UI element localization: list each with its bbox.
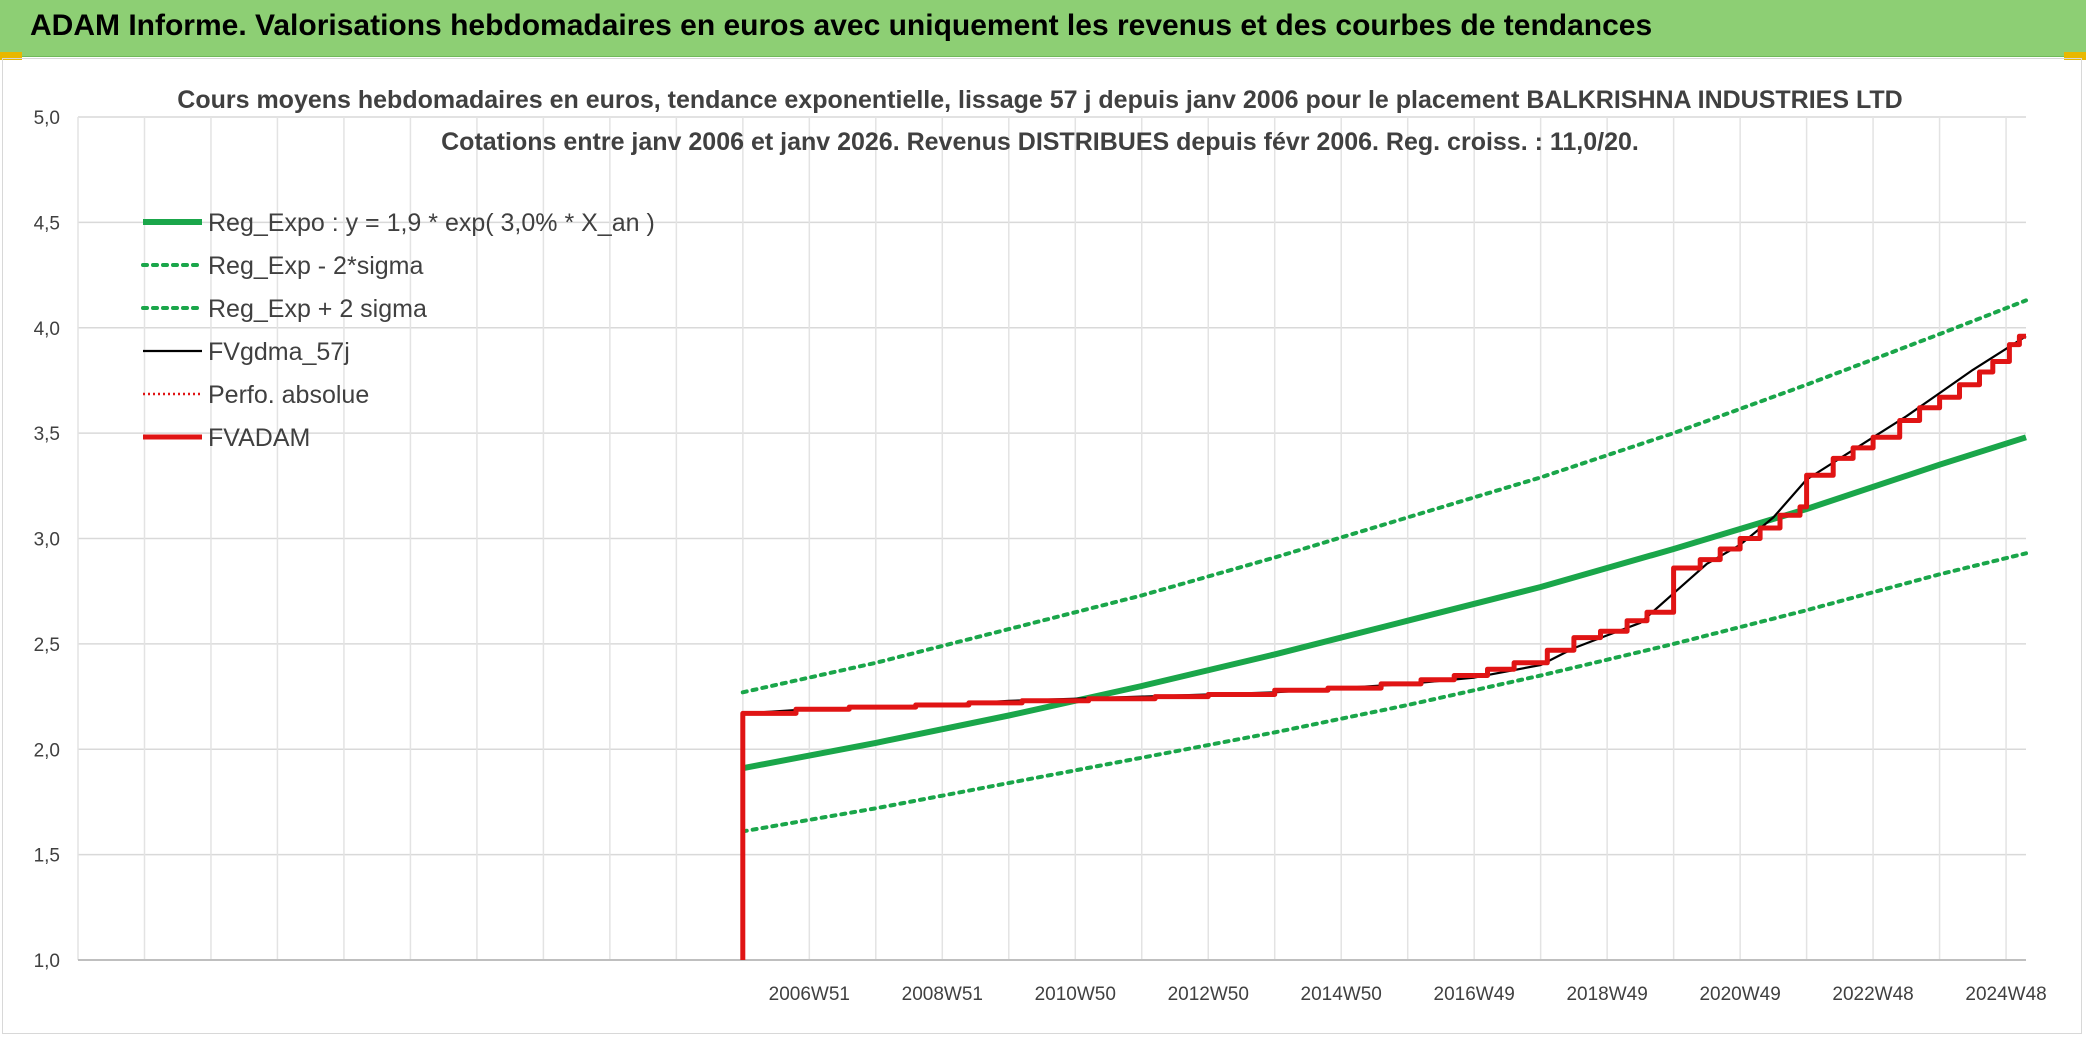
chart-area bbox=[2, 58, 2082, 1034]
report-header: ADAM Informe. Valorisations hebdomadaire… bbox=[0, 0, 2086, 57]
y-tick-label-4: 3,0 bbox=[34, 530, 60, 551]
x-tick-label-6: 2018W49 bbox=[1566, 984, 1647, 1005]
legend-label-5: FVADAM bbox=[208, 424, 310, 452]
x-tick-label-4: 2014W50 bbox=[1301, 984, 1382, 1005]
legend-label-2: Reg_Exp + 2 sigma bbox=[208, 295, 427, 323]
y-tick-label-0: 1,0 bbox=[34, 951, 60, 972]
y-tick-label-1: 1,5 bbox=[34, 846, 60, 867]
series-line-5 bbox=[740, 333, 2026, 960]
chart-title-line1: Cours moyens hebdomadaires en euros, ten… bbox=[177, 86, 1902, 114]
y-tick-label-7: 4,5 bbox=[34, 213, 60, 234]
x-tick-label-8: 2022W48 bbox=[1832, 984, 1913, 1005]
x-tick-label-9: 2024W48 bbox=[1965, 984, 2046, 1005]
series-line-2 bbox=[740, 298, 2028, 695]
x-tick-label-5: 2016W49 bbox=[1434, 984, 1515, 1005]
x-tick-label-0: 2006W51 bbox=[769, 984, 850, 1005]
y-axis-ticks: 1,0 1,5 2,0 2,5 3,0 3,5 4,0 4,5 5,0 bbox=[34, 108, 60, 972]
report-title: ADAM Informe. Valorisations hebdomadaire… bbox=[30, 9, 1653, 42]
chart-series bbox=[740, 298, 2028, 960]
y-tick-label-6: 4,0 bbox=[34, 319, 60, 340]
x-tick-label-3: 2012W50 bbox=[1168, 984, 1249, 1005]
x-tick-label-1: 2008W51 bbox=[902, 984, 983, 1005]
x-tick-label-2: 2010W50 bbox=[1035, 984, 1116, 1005]
series-line-1 bbox=[740, 551, 2028, 834]
legend-label-1: Reg_Exp - 2*sigma bbox=[208, 252, 423, 280]
y-tick-label-8: 5,0 bbox=[34, 108, 60, 129]
x-tick-label-7: 2020W49 bbox=[1699, 984, 1780, 1005]
corner-marker-right bbox=[2064, 52, 2086, 60]
legend-label-0: Reg_Expo : y = 1,9 * exp( 3,0% * X_an ) bbox=[208, 209, 655, 237]
chart-legend: Reg_Expo : y = 1,9 * exp( 3,0% * X_an ) R… bbox=[141, 209, 655, 452]
chart-title-line2: Cotations entre janv 2006 et janv 2026. … bbox=[441, 128, 1639, 156]
legend-label-3: FVgdma_57j bbox=[208, 338, 350, 366]
y-tick-label-3: 2,5 bbox=[34, 635, 60, 656]
chart-grid bbox=[77, 116, 2026, 961]
series-line-0 bbox=[742, 434, 2027, 772]
corner-marker-left bbox=[0, 52, 22, 60]
legend-label-4: Perfo. absolue bbox=[208, 381, 369, 409]
x-axis-ticks: 2006W51 2008W51 2010W50 2012W50 2014W50 2016W… bbox=[769, 984, 2047, 1005]
y-tick-label-2: 2,0 bbox=[34, 740, 60, 761]
y-tick-label-5: 3,5 bbox=[34, 424, 60, 445]
